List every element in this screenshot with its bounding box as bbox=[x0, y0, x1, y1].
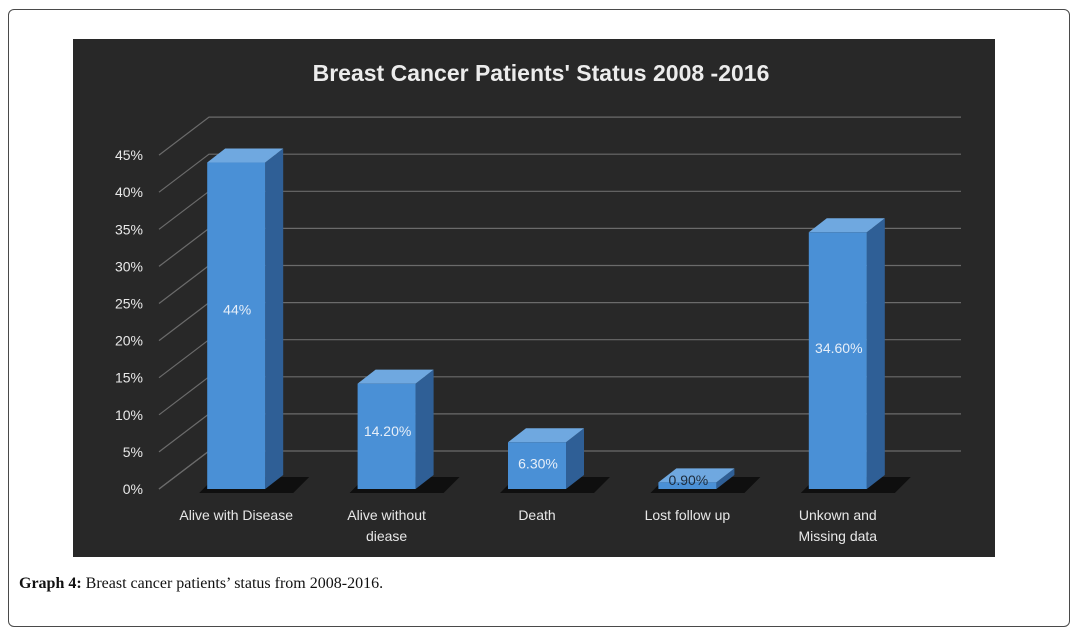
bar-top bbox=[658, 468, 735, 483]
caption-label: Graph 4: bbox=[19, 575, 82, 592]
data-label: 14.20% bbox=[364, 423, 411, 439]
bar-side bbox=[566, 428, 584, 489]
bar bbox=[207, 162, 266, 489]
data-label: 34.60% bbox=[815, 340, 862, 356]
bar-side bbox=[866, 218, 885, 489]
data-label: 6.30% bbox=[518, 455, 558, 471]
gridline bbox=[158, 116, 961, 156]
bar-top bbox=[207, 148, 284, 163]
y-tick-label: 25% bbox=[115, 296, 143, 312]
axis-depth-edge bbox=[158, 450, 210, 490]
y-tick-label: 10% bbox=[115, 407, 143, 423]
chart-title: Breast Cancer Patients' Status 2008 -201… bbox=[313, 60, 770, 86]
chart-panel: Breast Cancer Patients' Status 2008 -201… bbox=[73, 39, 995, 557]
bar-side bbox=[415, 369, 434, 489]
y-tick-label: 30% bbox=[115, 258, 143, 274]
x-tick-label: Alive with Disease bbox=[179, 507, 293, 523]
y-tick-label: 35% bbox=[115, 221, 143, 237]
caption-text: Breast cancer patients’ status from 2008… bbox=[81, 575, 384, 592]
x-tick-label: diease bbox=[366, 528, 407, 544]
bar bbox=[508, 442, 566, 489]
bar-side bbox=[265, 148, 284, 489]
y-tick-label: 5% bbox=[123, 444, 143, 460]
data-label: 44% bbox=[223, 301, 251, 317]
y-tick-label: 0% bbox=[123, 481, 143, 497]
bar-side bbox=[716, 468, 735, 489]
y-tick-label: 45% bbox=[115, 147, 143, 163]
x-tick-label: Lost follow up bbox=[645, 507, 731, 523]
bar-top bbox=[357, 369, 434, 384]
y-tick-label: 15% bbox=[115, 370, 143, 386]
bar-chart: Breast Cancer Patients' Status 2008 -201… bbox=[115, 60, 961, 544]
bar-top bbox=[508, 428, 584, 443]
x-tick-label: Unkown and bbox=[799, 507, 877, 523]
y-tick-label: 20% bbox=[115, 333, 143, 349]
figure-caption: Graph 4: Breast cancer patients’ status … bbox=[19, 575, 383, 593]
x-tick-label: Missing data bbox=[799, 528, 878, 544]
data-label: 0.90% bbox=[669, 472, 709, 488]
bar-top bbox=[808, 218, 885, 233]
gridline bbox=[158, 153, 961, 193]
bar bbox=[357, 383, 416, 489]
x-tick-label: Alive without bbox=[347, 507, 426, 523]
x-tick-label: Death bbox=[518, 507, 555, 523]
bar bbox=[808, 232, 867, 489]
y-tick-label: 40% bbox=[115, 184, 143, 200]
bar bbox=[658, 482, 717, 489]
